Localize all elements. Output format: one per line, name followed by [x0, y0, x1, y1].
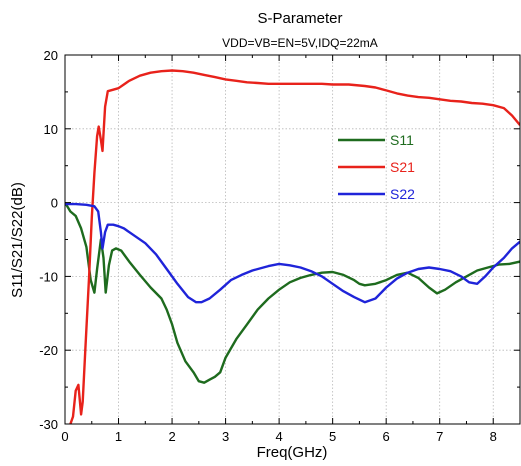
chart-title: S-Parameter	[257, 10, 342, 27]
y-tick-labels: 20 10 0 -10 -20 -30	[39, 48, 58, 432]
legend-label-s21: S21	[390, 159, 415, 175]
x-tick-label: 1	[115, 429, 122, 444]
series-line-s22	[65, 202, 520, 304]
y-tick-label: -30	[39, 417, 58, 432]
x-tick-label: 8	[490, 429, 497, 444]
x-tick-label: 5	[329, 429, 336, 444]
series-line-s21	[69, 69, 520, 424]
x-tick-label: 2	[168, 429, 175, 444]
y-tick-label: -20	[39, 343, 58, 358]
x-tick-label: 4	[276, 429, 283, 444]
y-tick-label: 10	[44, 122, 58, 137]
series-line-s11	[65, 201, 520, 384]
y-tick-label: -10	[39, 269, 58, 284]
y-axis-label: S11/S21/S22(dB)	[9, 182, 26, 298]
x-axis-label: Freq(GHz)	[257, 444, 328, 461]
y-tick-label: 20	[44, 48, 58, 63]
chart-subtitle: VDD=VB=EN=5V,IDQ=22mA	[222, 36, 378, 50]
x-tick-label: 0	[61, 429, 68, 444]
grid-lines	[65, 55, 520, 424]
x-tick-labels: 0 1 2 3 4 5 6 7 8	[61, 429, 496, 444]
legend-label-s22: S22	[390, 186, 415, 202]
series-lines	[65, 69, 520, 424]
y-tick-label: 0	[51, 196, 58, 211]
x-tick-label: 3	[222, 429, 229, 444]
x-tick-label: 6	[383, 429, 390, 444]
legend: S11 S21 S22	[338, 132, 415, 202]
legend-label-s11: S11	[390, 132, 414, 148]
plot-frame	[64, 54, 521, 425]
x-tick-label: 7	[436, 429, 443, 444]
axis-ticks	[64, 54, 520, 425]
